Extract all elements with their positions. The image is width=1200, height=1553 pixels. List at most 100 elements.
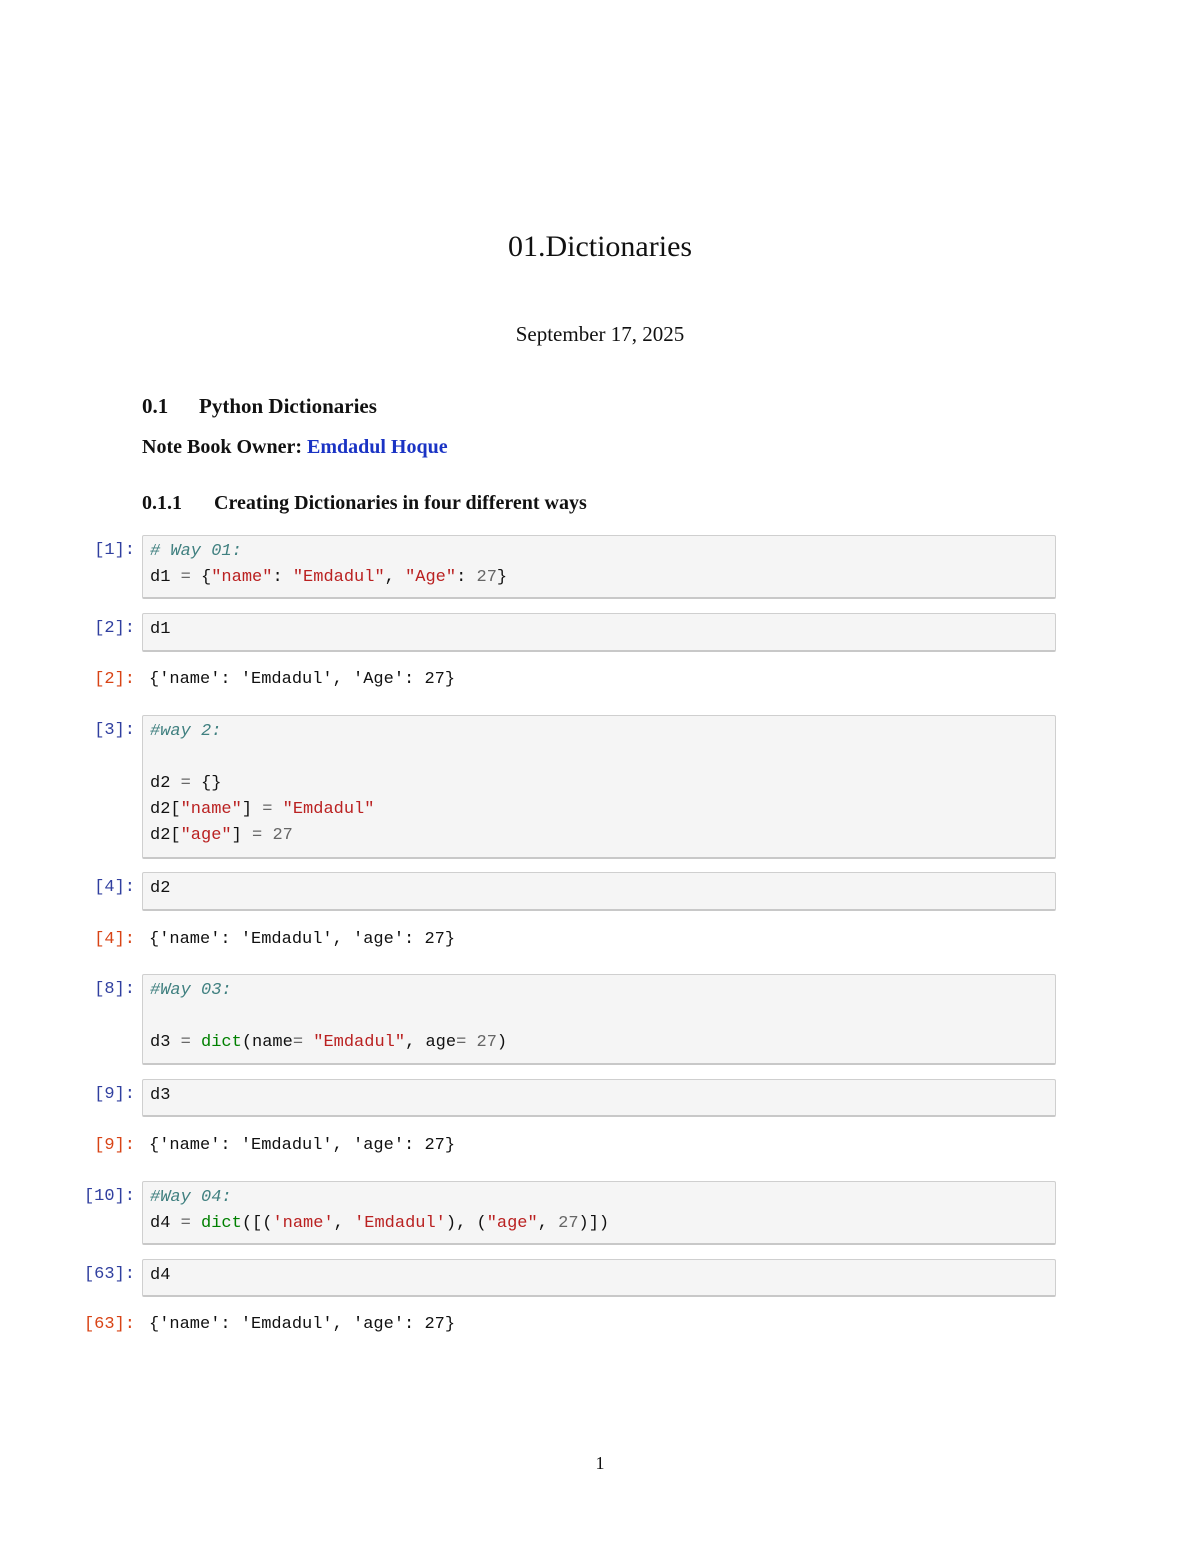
code-line: d4 [150,1263,1048,1289]
document-date: September 17, 2025 [515,322,685,346]
string-token: "name" [211,568,273,587]
owner-name: Emdadul Hoque [306,436,448,458]
number-token: 27 [272,826,293,845]
code-token: )]) [578,1214,610,1233]
code-input[interactable]: #Way 04: d4 = dict([('name', 'Emdadul'), … [142,1181,1056,1245]
subsection-number: 0.1.1 [142,492,182,514]
output-prompt: [4]: [94,930,135,949]
code-input[interactable]: d2 [142,872,1056,911]
cell-output: {'name': 'Emdadul', 'age': 27} [149,930,456,949]
code-input[interactable]: d3 [142,1079,1056,1117]
string-token: "name" [180,800,242,819]
code-token: {} [190,774,222,793]
code-token: , [537,1214,559,1233]
operator-token: = [180,1033,191,1052]
section-heading: 0.1 Python Dictionaries [142,394,377,419]
code-token: d1 [150,620,171,639]
code-token: d3 [150,1086,171,1105]
page-number: 1 [595,1453,605,1473]
output-prompt: [9]: [94,1136,135,1155]
code-line: #Way 04: [150,1185,1048,1211]
subsection-title: Creating Dictionaries in four different … [214,492,587,514]
cell-output: {'name': 'Emdadul', 'Age': 27} [149,670,456,689]
comment-token: #Way 04: [150,1188,232,1207]
comment-token: #way 2: [150,722,222,741]
number-token: 27 [558,1214,579,1233]
code-input[interactable]: # Way 01: d1 = {"name": "Emdadul", "Age":… [142,535,1056,599]
code-input[interactable]: d4 [142,1259,1056,1297]
code-token: , [384,568,406,587]
output-prompt: [63]: [83,1315,135,1334]
code-token: ] [231,826,253,845]
cell-output: {'name': 'Emdadul', 'age': 27} [149,1315,456,1334]
code-line: d3 = dict(name= "Emdadul", age= 27) [150,1030,1048,1056]
code-token: d2[ [150,800,181,819]
code-line: d3 [150,1083,1048,1109]
code-token: d2 [150,879,171,898]
document-title: 01.Dictionaries [507,230,693,263]
code-token [191,1214,201,1233]
string-token: "Emdadul" [313,1033,406,1052]
code-token: ), ( [445,1214,487,1233]
subsection-heading: 0.1.1 Creating Dictionaries in four diffe… [142,492,587,515]
owner-label: Note Book Owner: [142,436,302,458]
code-token [262,826,272,845]
code-token: (name [241,1033,293,1052]
operator-token: = [456,1033,467,1052]
input-prompt: [9]: [94,1085,135,1104]
code-token [466,1033,476,1052]
code-token: d1 [150,568,181,587]
code-token: , age [405,1033,457,1052]
code-line: d1 = {"name": "Emdadul", "Age": 27} [150,565,1048,591]
code-input[interactable]: #Way 03: d3 = dict(name= "Emdadul", age= … [142,974,1056,1065]
code-token: ([( [241,1214,273,1233]
section-title: Python Dictionaries [199,394,377,418]
code-token: d2[ [150,826,181,845]
builtin-token: dict [201,1214,242,1233]
code-line: #way 2: [150,719,1048,745]
string-token: 'Emdadul' [354,1214,446,1233]
code-token: } [496,568,508,587]
input-prompt: [8]: [94,980,135,999]
code-token: : [272,568,293,587]
comment-token: #Way 03: [150,981,232,1000]
input-prompt: [10]: [83,1187,135,1206]
string-token: "age" [180,826,232,845]
code-line [150,745,1048,771]
cell-output: {'name': 'Emdadul', 'age': 27} [149,1136,456,1155]
comment-token: # Way 01: [150,542,242,561]
code-line: d2 [150,876,1048,902]
code-token: ] [241,800,263,819]
code-token [191,1033,201,1052]
code-line: d2["age"] = 27 [150,823,1048,849]
input-prompt: [4]: [94,878,135,897]
code-token: d4 [150,1266,171,1285]
builtin-token: dict [201,1033,242,1052]
code-line: #Way 03: [150,978,1048,1004]
string-token: "Emdadul" [282,800,375,819]
code-line: d4 = dict([('name', 'Emdadul'), ("age", … [150,1211,1048,1237]
code-input[interactable]: #way 2: d2 = {} d2["name"] = "Emdadul" d2["… [142,715,1056,859]
operator-token: = [292,1033,304,1052]
operator-token: = [180,568,191,587]
input-prompt: [2]: [94,619,135,638]
code-line [150,1004,1048,1030]
string-token: "Emdadul" [292,568,385,587]
code-token: , [333,1214,355,1233]
code-token: d2 [150,774,181,793]
code-line: d1 [150,617,1048,643]
number-token: 27 [476,1033,497,1052]
string-token: 'name' [272,1214,334,1233]
code-token: { [190,568,212,587]
code-token [272,800,282,819]
output-prompt: [2]: [94,670,135,689]
owner-line: Note Book Owner: Emdadul Hoque [142,436,448,459]
operator-token: = [262,800,273,819]
operator-token: = [180,774,191,793]
input-prompt: [63]: [83,1265,135,1284]
code-token: : [456,568,477,587]
input-prompt: [3]: [94,721,135,740]
code-line: d2 = {} [150,771,1048,797]
code-input[interactable]: d1 [142,613,1056,652]
code-token [303,1033,313,1052]
